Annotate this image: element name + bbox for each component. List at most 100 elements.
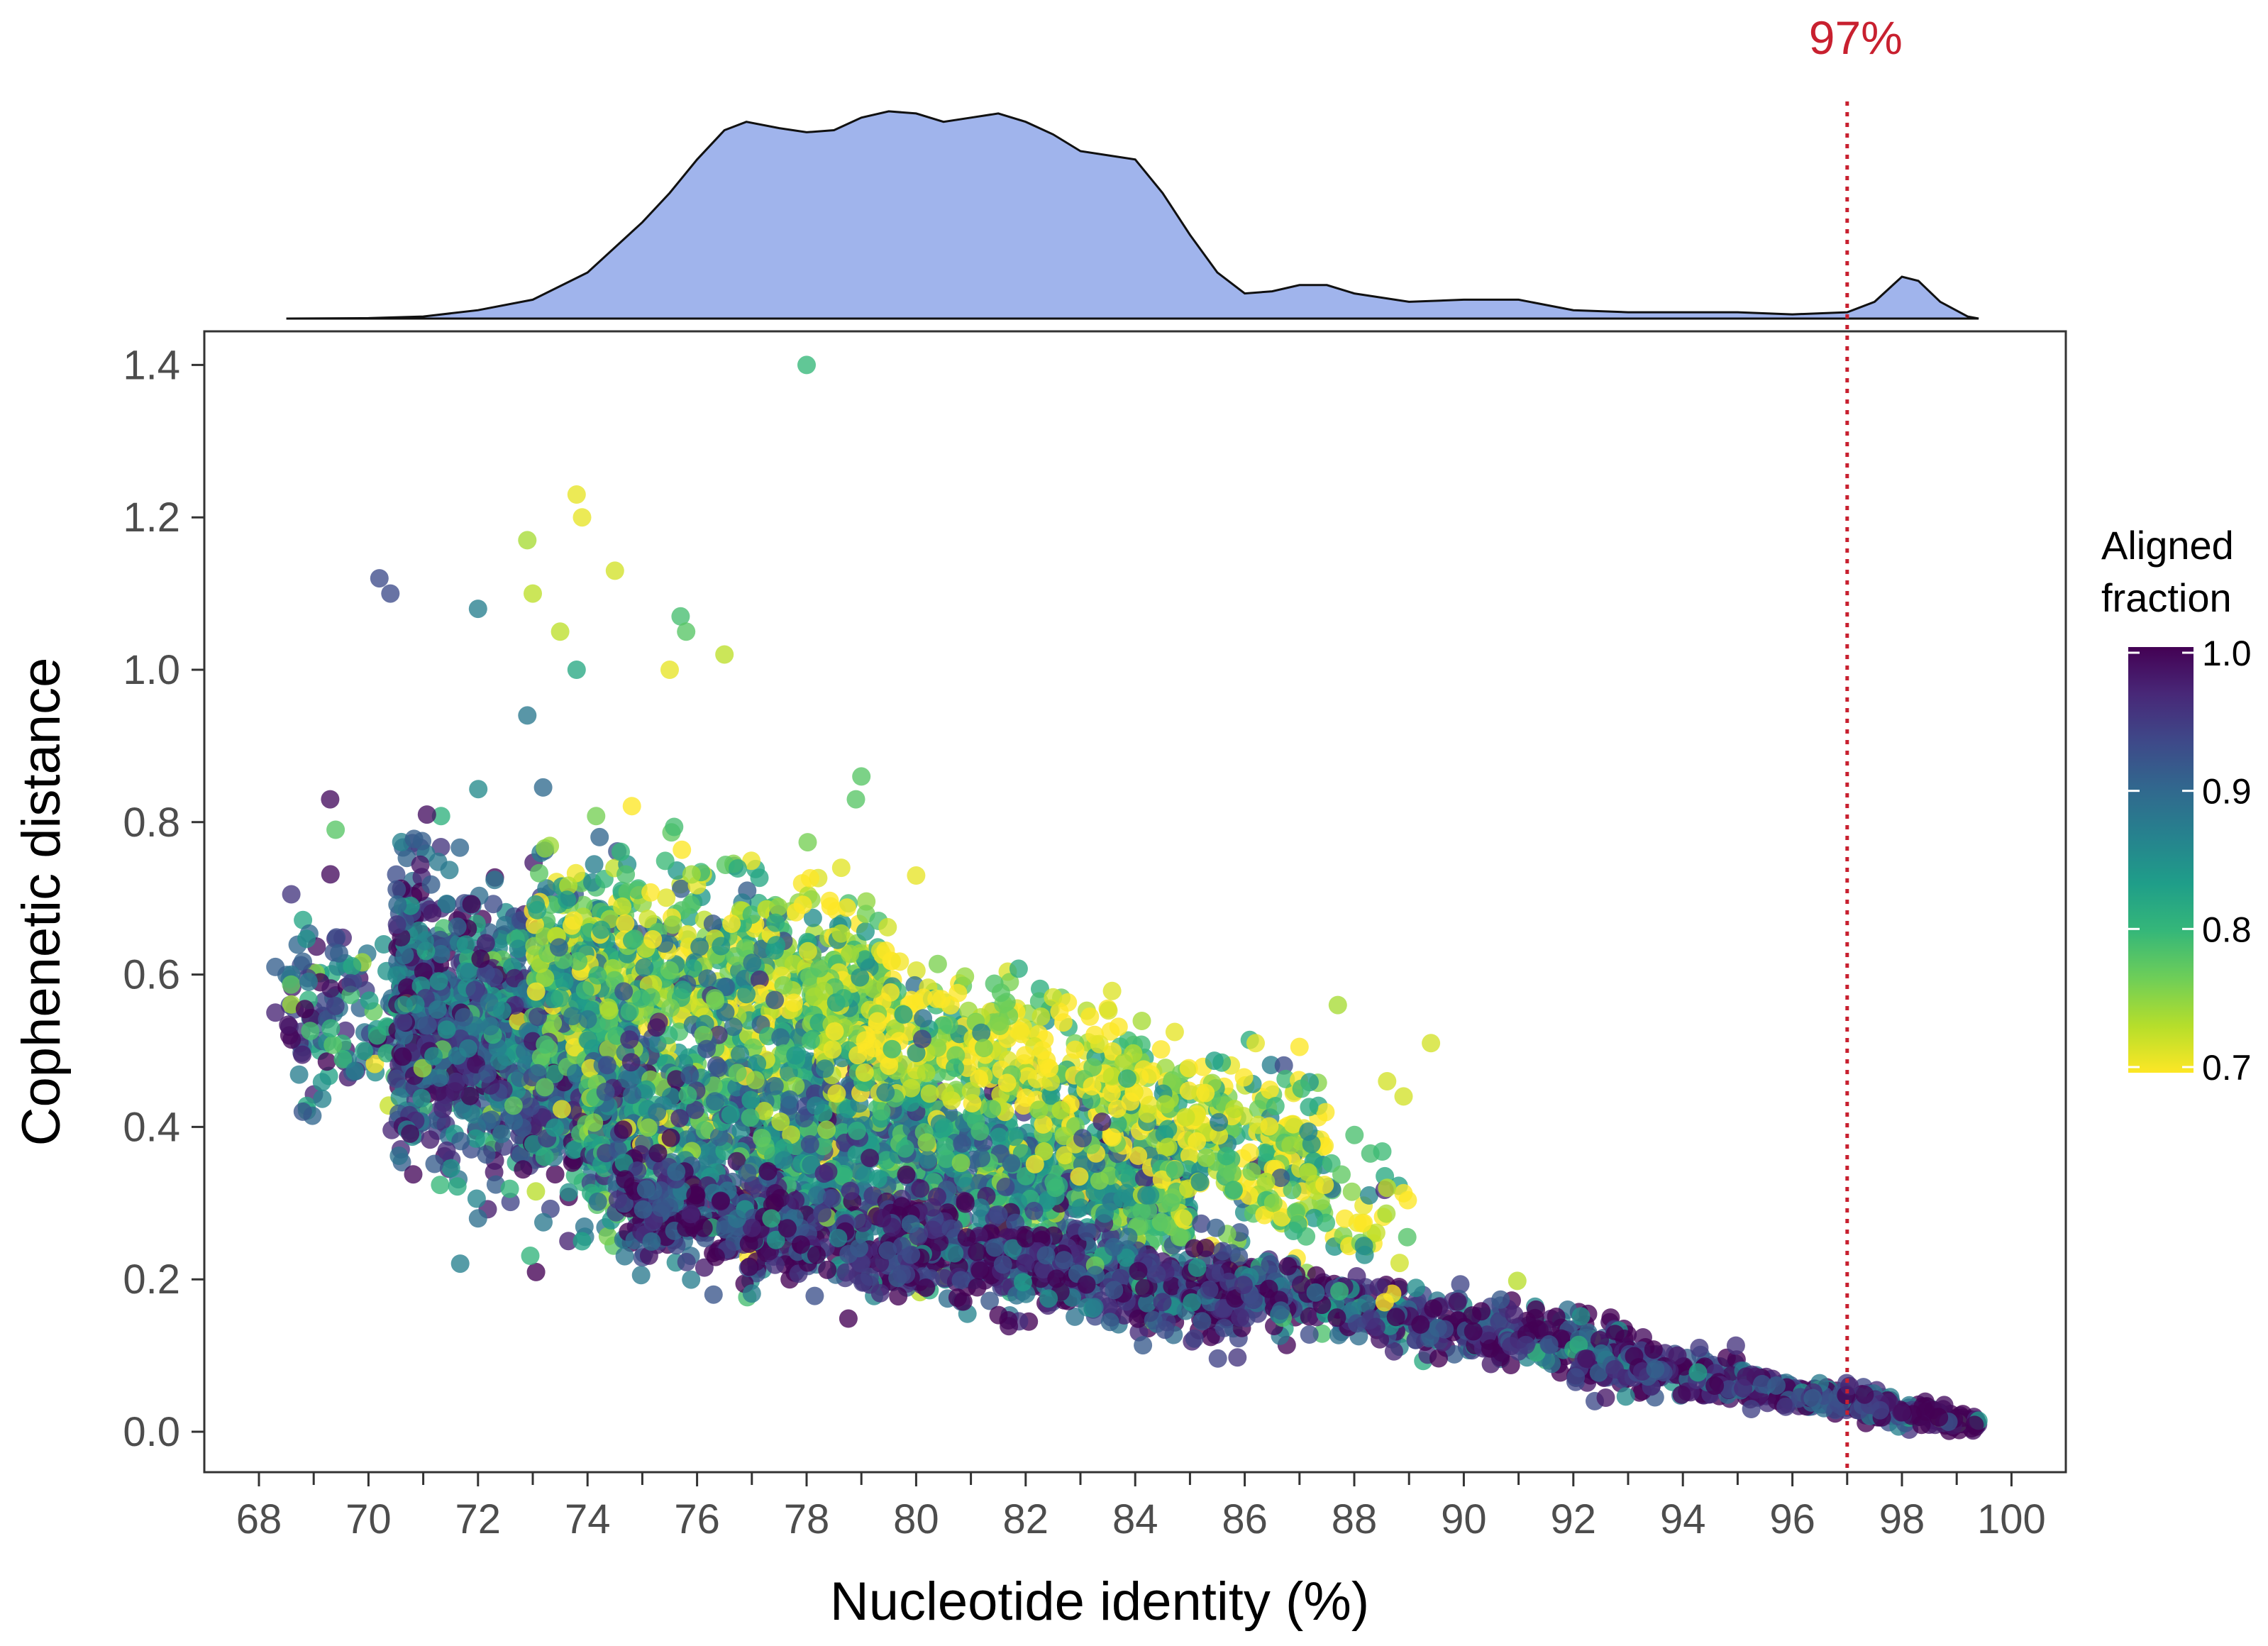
scatter-point bbox=[647, 1018, 666, 1037]
scatter-point bbox=[620, 1002, 639, 1021]
scatter-point bbox=[670, 1109, 690, 1128]
scatter-point bbox=[404, 1165, 423, 1184]
scatter-point bbox=[778, 1219, 797, 1238]
scatter-point bbox=[1156, 1320, 1175, 1340]
scatter-point bbox=[476, 934, 495, 953]
scatter-point bbox=[301, 1022, 320, 1041]
scatter-point bbox=[431, 944, 450, 963]
scatter-point bbox=[437, 1020, 456, 1039]
scatter-point bbox=[861, 1149, 880, 1168]
scatter-point bbox=[623, 1086, 642, 1105]
scatter-point bbox=[1085, 1298, 1104, 1317]
scatter-point bbox=[821, 897, 840, 916]
scatter-point bbox=[485, 871, 504, 890]
scatter-point bbox=[807, 1245, 826, 1264]
scatter-point bbox=[345, 1061, 365, 1081]
scatter-point bbox=[465, 981, 485, 1000]
scatter-point bbox=[737, 985, 756, 1004]
scatter-point bbox=[657, 888, 676, 907]
scatter-point bbox=[648, 1103, 667, 1122]
scatter-point bbox=[989, 1305, 1008, 1325]
scatter-point bbox=[616, 914, 635, 933]
scatter-point bbox=[1039, 1289, 1058, 1308]
scatter-point bbox=[546, 1165, 565, 1184]
scatter-point bbox=[414, 962, 433, 981]
scatter-point bbox=[818, 1260, 837, 1279]
scatter-point bbox=[793, 895, 812, 915]
scatter-point bbox=[458, 1039, 477, 1058]
scatter-point bbox=[421, 875, 441, 894]
scatter-point bbox=[785, 993, 803, 1012]
scatter-point bbox=[333, 1049, 353, 1068]
scatter-point bbox=[829, 1229, 848, 1247]
scatter-point bbox=[289, 1065, 309, 1084]
scatter-point bbox=[341, 973, 360, 993]
scatter-point bbox=[480, 1017, 499, 1036]
scatter-point bbox=[323, 1035, 343, 1054]
scatter-point bbox=[367, 1026, 387, 1045]
scatter-point bbox=[450, 1254, 470, 1274]
scatter-point bbox=[469, 780, 488, 799]
scatter-point bbox=[423, 904, 442, 923]
scatter-point bbox=[1153, 1293, 1172, 1312]
scatter-point bbox=[389, 1147, 409, 1165]
scatter-point bbox=[460, 1086, 480, 1105]
scatter-point bbox=[1208, 1349, 1227, 1368]
scatter-point bbox=[917, 1278, 936, 1297]
scatter-point bbox=[616, 1170, 635, 1189]
scatter-point bbox=[1016, 1254, 1035, 1273]
scatter-point bbox=[482, 1110, 501, 1129]
scatter-point bbox=[889, 1287, 908, 1306]
scatter-point bbox=[800, 1134, 819, 1154]
scatter-point bbox=[706, 1247, 725, 1266]
scatter-point bbox=[282, 1030, 302, 1049]
scatter-point bbox=[1036, 1246, 1056, 1265]
scatter-point bbox=[634, 1200, 653, 1219]
scatter-point bbox=[722, 915, 741, 933]
scatter-point bbox=[437, 1141, 456, 1160]
scatter-point bbox=[355, 1042, 374, 1061]
scatter-point bbox=[387, 865, 406, 884]
scatter-point bbox=[282, 885, 301, 904]
scatter-point bbox=[673, 840, 692, 859]
scatter-point bbox=[839, 1309, 858, 1328]
scatter-point bbox=[509, 939, 528, 959]
scatter-point bbox=[462, 895, 481, 914]
scatter-point bbox=[682, 865, 701, 884]
scatter-point bbox=[585, 855, 604, 874]
scatter-point bbox=[441, 1159, 460, 1178]
scatter-point bbox=[299, 972, 318, 991]
scatter-point bbox=[526, 1182, 546, 1201]
scatter-point bbox=[951, 1154, 970, 1173]
scatter-point bbox=[559, 1232, 578, 1251]
scatter-point bbox=[492, 1125, 511, 1144]
scatter-point bbox=[839, 1244, 858, 1264]
scatter-point bbox=[771, 1112, 790, 1132]
scatter-point bbox=[1147, 1264, 1166, 1283]
scatter-point bbox=[878, 917, 897, 937]
scatter-point bbox=[1095, 1204, 1114, 1223]
scatter-point bbox=[530, 863, 548, 883]
scatter-point bbox=[728, 1064, 747, 1083]
scatter-point bbox=[752, 1129, 771, 1147]
scatter-point bbox=[534, 1213, 553, 1232]
scatter-point bbox=[419, 1015, 437, 1034]
scatter-point bbox=[1090, 1171, 1109, 1190]
scatter-point bbox=[592, 920, 611, 939]
scatter-point bbox=[853, 1273, 872, 1292]
scatter-point bbox=[467, 1189, 486, 1208]
scatter-point bbox=[635, 958, 654, 977]
scatter-point bbox=[431, 807, 450, 826]
scatter-point bbox=[870, 1283, 890, 1303]
scatter-point bbox=[681, 1205, 700, 1224]
scatter-point bbox=[597, 1056, 616, 1075]
scatter-point bbox=[817, 1120, 836, 1139]
scatter-point bbox=[655, 851, 675, 871]
scatter-point bbox=[279, 1015, 298, 1034]
scatter-point bbox=[706, 991, 725, 1010]
scatter-point bbox=[417, 805, 436, 824]
scatter-point bbox=[563, 1007, 582, 1026]
scatter-point bbox=[738, 1164, 757, 1183]
scatter-point bbox=[614, 982, 634, 1001]
scatter-point bbox=[853, 1213, 872, 1232]
